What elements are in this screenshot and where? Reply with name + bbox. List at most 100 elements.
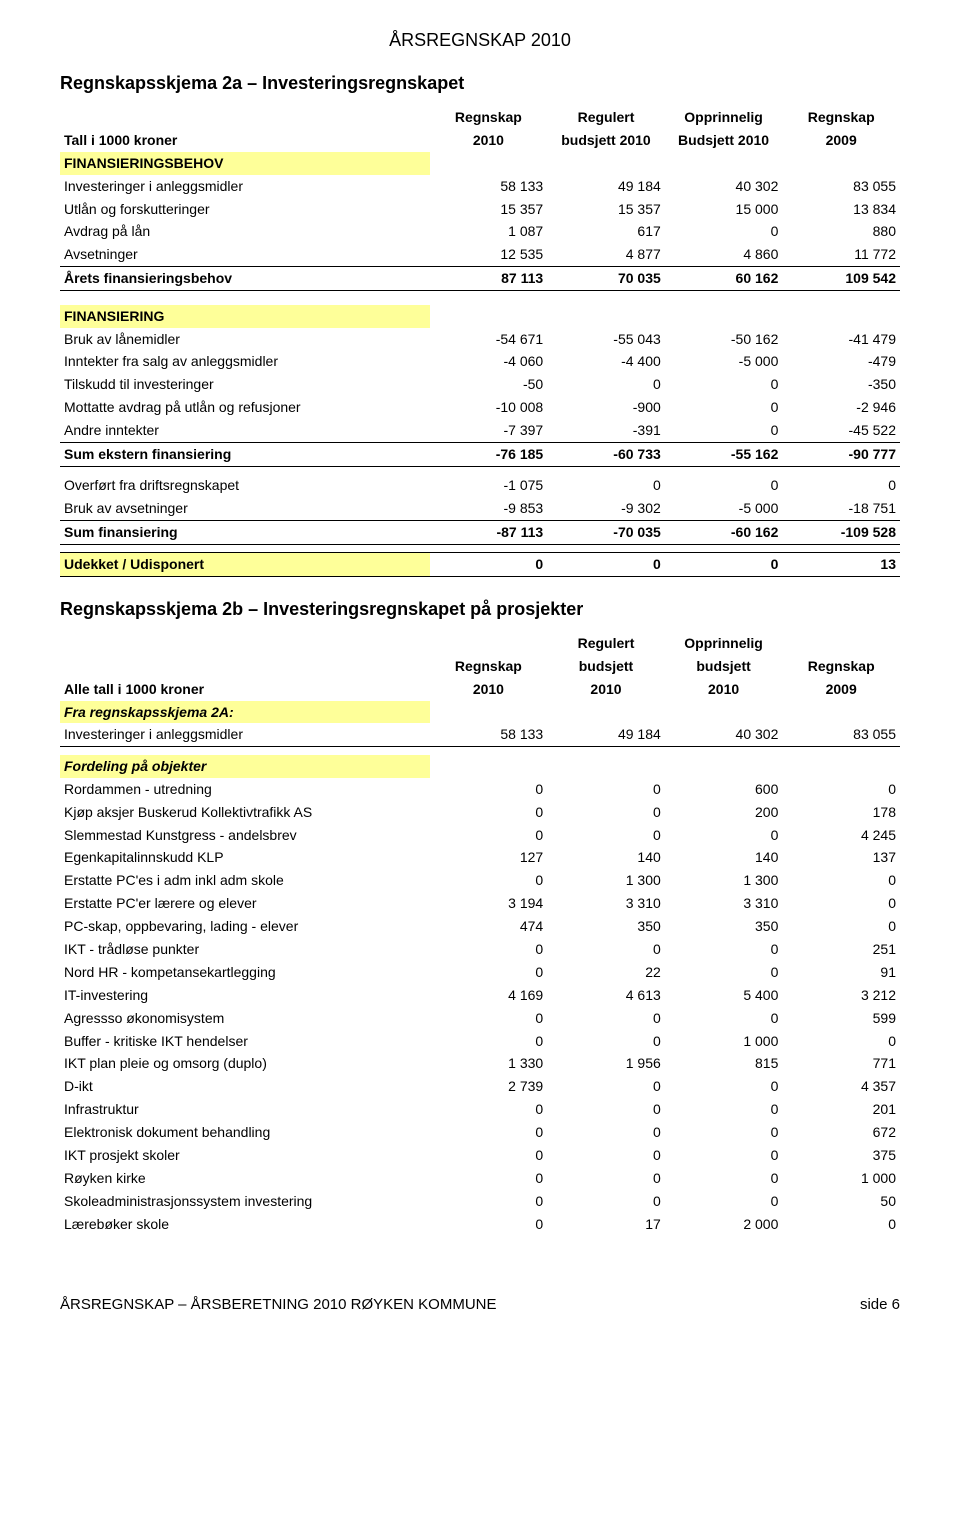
- row-val: 49 184: [547, 723, 665, 746]
- row-label: IKT prosjekt skoler: [60, 1144, 430, 1167]
- row-val: 0: [665, 419, 783, 442]
- hdr: Regulert: [547, 632, 665, 655]
- row-label: Mottatte avdrag på utlån og refusjoner: [60, 396, 430, 419]
- row-val: 1 300: [547, 869, 665, 892]
- row-val: 0: [430, 824, 548, 847]
- row-val: 1 330: [430, 1052, 548, 1075]
- row-val: 4 613: [547, 984, 665, 1007]
- row-val: 0: [665, 961, 783, 984]
- row-val: 0: [430, 938, 548, 961]
- row-val: 127: [430, 846, 548, 869]
- row-label: Rordammen - utredning: [60, 778, 430, 801]
- row-val: 15 357: [547, 198, 665, 221]
- sum-label: Årets finansieringsbehov: [60, 267, 430, 291]
- hdr: Regnskap: [430, 655, 548, 678]
- row-label: Overført fra driftsregnskapet: [60, 474, 430, 497]
- group-label: Fordeling på objekter: [60, 755, 430, 778]
- row-val: -479: [782, 350, 900, 373]
- row-val: 49 184: [547, 175, 665, 198]
- row-val: 0: [665, 1190, 783, 1213]
- row-val: 0: [665, 220, 783, 243]
- row-label: Erstatte PC'es i adm inkl adm skole: [60, 869, 430, 892]
- final-val: 0: [547, 553, 665, 577]
- row-val: 0: [665, 1075, 783, 1098]
- row-val: 0: [430, 961, 548, 984]
- hdr: 2010: [665, 678, 783, 701]
- row-val: 617: [547, 220, 665, 243]
- group-label: FINANSIERING: [60, 305, 430, 328]
- row-val: -55 043: [547, 328, 665, 351]
- row-val: 0: [430, 1144, 548, 1167]
- row-label: Inntekter fra salg av anleggsmidler: [60, 350, 430, 373]
- row-val: -2 946: [782, 396, 900, 419]
- row-val: 0: [547, 1030, 665, 1053]
- row-val: 375: [782, 1144, 900, 1167]
- hdr: 2009: [782, 678, 900, 701]
- row-val: 0: [782, 869, 900, 892]
- row-val: 13 834: [782, 198, 900, 221]
- hdr: budsjett 2010: [547, 129, 665, 152]
- row-val: 771: [782, 1052, 900, 1075]
- section-2a-title: Regnskapsskjema 2a – Investeringsregnska…: [60, 73, 900, 94]
- row-val: 350: [665, 915, 783, 938]
- row-val: 0: [547, 1007, 665, 1030]
- row-val: 140: [547, 846, 665, 869]
- row-val: -4 400: [547, 350, 665, 373]
- row-label: Bruk av lånemidler: [60, 328, 430, 351]
- hdr: Regnskap: [782, 106, 900, 129]
- row-val: 0: [430, 1007, 548, 1030]
- hdr: 2010: [547, 678, 665, 701]
- row-val: 474: [430, 915, 548, 938]
- row-label: Erstatte PC'er lærere og elever: [60, 892, 430, 915]
- sum-val: -60 162: [665, 521, 783, 545]
- row-val: 4 860: [665, 243, 783, 266]
- row-val: 0: [547, 1167, 665, 1190]
- row-val: 815: [665, 1052, 783, 1075]
- row-label: Slemmestad Kunstgress - andelsbrev: [60, 824, 430, 847]
- row-label: Nord HR - kompetansekartlegging: [60, 961, 430, 984]
- sum-label: Sum finansiering: [60, 521, 430, 545]
- row-val: 0: [665, 1007, 783, 1030]
- row-val: 0: [665, 824, 783, 847]
- row-label: Kjøp aksjer Buskerud Kollektivtrafikk AS: [60, 801, 430, 824]
- row-val: -350: [782, 373, 900, 396]
- row-val: 0: [547, 1144, 665, 1167]
- row-val: -5 000: [665, 350, 783, 373]
- row-val: 40 302: [665, 175, 783, 198]
- hdr: Regnskap: [430, 106, 548, 129]
- row-val: -4 060: [430, 350, 548, 373]
- row-val: 0: [665, 474, 783, 497]
- row-val: 1 000: [665, 1030, 783, 1053]
- sum-val: 87 113: [430, 267, 548, 291]
- row-val: 0: [782, 915, 900, 938]
- row-val: 0: [430, 869, 548, 892]
- row-val: -7 397: [430, 419, 548, 442]
- row-label: Røyken kirke: [60, 1167, 430, 1190]
- row-val: 12 535: [430, 243, 548, 266]
- hdr: Opprinnelig: [665, 632, 783, 655]
- sum-val: -60 733: [547, 442, 665, 466]
- row-label: Andre inntekter: [60, 419, 430, 442]
- row-val: -41 479: [782, 328, 900, 351]
- sum-label: Sum ekstern finansiering: [60, 442, 430, 466]
- row-val: -9 302: [547, 497, 665, 520]
- row-val: 0: [782, 892, 900, 915]
- row-label: Infrastruktur: [60, 1098, 430, 1121]
- row-val: 0: [430, 801, 548, 824]
- row-val: 22: [547, 961, 665, 984]
- hdr: 2009: [782, 129, 900, 152]
- row-val: 0: [547, 824, 665, 847]
- final-label: Udekket / Udisponert: [60, 553, 430, 577]
- row-val: 600: [665, 778, 783, 801]
- row-val: 0: [547, 1098, 665, 1121]
- row-label: IKT - trådløse punkter: [60, 938, 430, 961]
- row-val: 0: [430, 1167, 548, 1190]
- row-val: 2 000: [665, 1213, 783, 1236]
- row-val: 0: [430, 778, 548, 801]
- row-val: 83 055: [782, 723, 900, 746]
- hdr: 2010: [430, 678, 548, 701]
- group-label: FINANSIERINGSBEHOV: [60, 152, 430, 175]
- hdr: Regnskap: [782, 655, 900, 678]
- row-val: 599: [782, 1007, 900, 1030]
- row-val: 0: [547, 1121, 665, 1144]
